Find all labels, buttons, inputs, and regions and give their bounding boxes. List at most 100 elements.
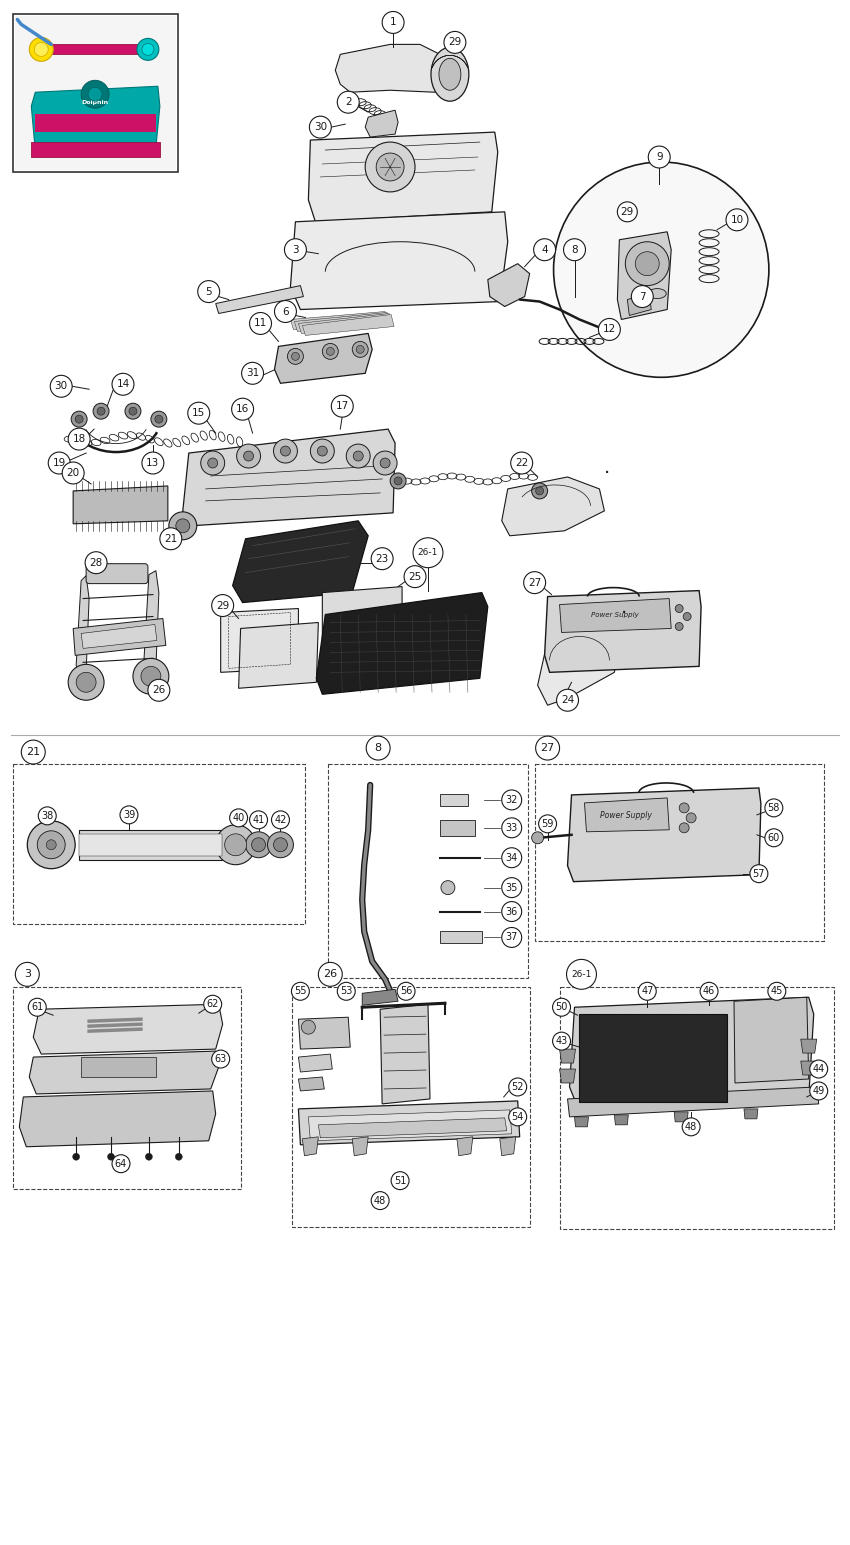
Circle shape bbox=[319, 963, 343, 986]
Text: ·: · bbox=[604, 464, 610, 484]
Text: 20: 20 bbox=[66, 468, 80, 477]
Circle shape bbox=[632, 286, 654, 307]
Circle shape bbox=[397, 983, 415, 1000]
Circle shape bbox=[509, 1108, 527, 1126]
Circle shape bbox=[216, 825, 256, 865]
Ellipse shape bbox=[137, 39, 159, 60]
Circle shape bbox=[567, 959, 597, 989]
Circle shape bbox=[531, 831, 544, 844]
Polygon shape bbox=[31, 142, 160, 158]
Polygon shape bbox=[545, 590, 701, 672]
Text: 41: 41 bbox=[252, 814, 264, 825]
Text: 63: 63 bbox=[214, 1054, 227, 1065]
Circle shape bbox=[62, 462, 84, 484]
Circle shape bbox=[97, 408, 105, 416]
Bar bbox=[14, 765, 305, 924]
Polygon shape bbox=[298, 314, 392, 334]
Circle shape bbox=[287, 348, 303, 365]
Text: 3: 3 bbox=[24, 969, 31, 980]
Circle shape bbox=[371, 1191, 389, 1210]
Text: 10: 10 bbox=[730, 215, 744, 226]
Circle shape bbox=[317, 447, 327, 456]
Ellipse shape bbox=[29, 37, 54, 62]
Circle shape bbox=[145, 1153, 152, 1160]
Circle shape bbox=[750, 865, 768, 882]
Polygon shape bbox=[570, 997, 813, 1106]
Text: 15: 15 bbox=[192, 408, 206, 419]
Polygon shape bbox=[239, 623, 319, 688]
Text: 55: 55 bbox=[294, 986, 307, 997]
Text: 28: 28 bbox=[89, 558, 103, 567]
Circle shape bbox=[252, 837, 265, 851]
Text: 33: 33 bbox=[506, 823, 518, 833]
Circle shape bbox=[108, 1153, 115, 1160]
Polygon shape bbox=[559, 1069, 575, 1083]
Circle shape bbox=[391, 1171, 409, 1190]
Text: 30: 30 bbox=[54, 382, 68, 391]
Circle shape bbox=[38, 806, 56, 825]
Circle shape bbox=[502, 848, 522, 868]
Text: 64: 64 bbox=[115, 1159, 128, 1168]
Text: 48: 48 bbox=[685, 1122, 697, 1132]
Text: 27: 27 bbox=[541, 743, 555, 752]
Circle shape bbox=[302, 1020, 315, 1034]
Circle shape bbox=[638, 983, 656, 1000]
Text: 57: 57 bbox=[752, 868, 765, 879]
Text: 5: 5 bbox=[206, 286, 212, 297]
Circle shape bbox=[552, 1032, 570, 1051]
Text: 27: 27 bbox=[528, 578, 541, 587]
Circle shape bbox=[502, 878, 522, 898]
Polygon shape bbox=[298, 1077, 325, 1091]
Bar bbox=[328, 765, 528, 978]
Circle shape bbox=[509, 1078, 527, 1095]
Polygon shape bbox=[617, 232, 672, 320]
Polygon shape bbox=[76, 576, 89, 678]
Circle shape bbox=[377, 153, 404, 181]
Text: 4: 4 bbox=[541, 244, 548, 255]
Bar bbox=[14, 14, 178, 171]
Circle shape bbox=[502, 927, 522, 947]
Text: 29: 29 bbox=[216, 601, 230, 610]
Polygon shape bbox=[31, 87, 160, 150]
Circle shape bbox=[626, 241, 669, 286]
Polygon shape bbox=[303, 1137, 319, 1156]
Circle shape bbox=[207, 457, 218, 468]
Circle shape bbox=[129, 408, 137, 416]
Bar bbox=[440, 820, 475, 836]
Text: 43: 43 bbox=[555, 1037, 568, 1046]
Text: 58: 58 bbox=[768, 803, 780, 813]
Text: 26-1: 26-1 bbox=[571, 970, 592, 980]
Polygon shape bbox=[36, 114, 156, 133]
Bar bbox=[81, 1057, 156, 1077]
Text: 14: 14 bbox=[116, 379, 129, 389]
Circle shape bbox=[765, 799, 783, 817]
Circle shape bbox=[679, 823, 689, 833]
Text: 40: 40 bbox=[233, 813, 245, 823]
Text: 59: 59 bbox=[541, 819, 554, 828]
Polygon shape bbox=[144, 570, 159, 674]
Circle shape bbox=[700, 983, 718, 1000]
Circle shape bbox=[188, 402, 210, 425]
Polygon shape bbox=[73, 618, 166, 655]
Polygon shape bbox=[20, 1091, 216, 1146]
Circle shape bbox=[346, 443, 371, 468]
Circle shape bbox=[326, 348, 334, 355]
Ellipse shape bbox=[142, 43, 154, 56]
Circle shape bbox=[332, 396, 354, 417]
Circle shape bbox=[236, 443, 261, 468]
Text: 9: 9 bbox=[656, 151, 662, 162]
Polygon shape bbox=[457, 1137, 473, 1156]
Text: 45: 45 bbox=[771, 986, 783, 997]
Circle shape bbox=[536, 487, 544, 494]
Circle shape bbox=[76, 672, 96, 692]
Text: 49: 49 bbox=[813, 1086, 824, 1095]
Polygon shape bbox=[216, 286, 303, 314]
Polygon shape bbox=[538, 621, 620, 705]
Circle shape bbox=[28, 998, 46, 1017]
Circle shape bbox=[142, 453, 164, 474]
Bar bbox=[559, 987, 834, 1228]
Circle shape bbox=[675, 604, 683, 612]
Circle shape bbox=[810, 1082, 828, 1100]
Text: 8: 8 bbox=[571, 244, 578, 255]
Bar bbox=[79, 834, 222, 856]
